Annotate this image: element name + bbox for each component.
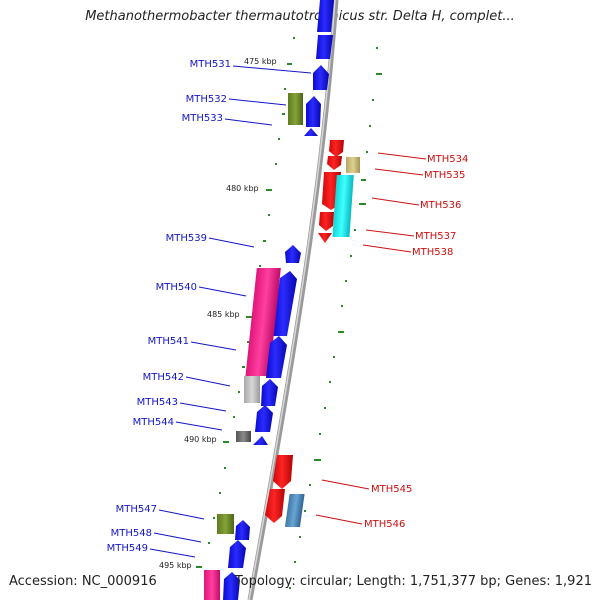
gene-arrow-small[interactable] — [304, 128, 318, 136]
gene-label-mth534[interactable]: MTH534 — [427, 154, 468, 165]
gene-arrow-mth533[interactable] — [306, 96, 321, 127]
genome-stats-text: Topology: circular; Length: 1,751,377 bp… — [234, 574, 592, 589]
gene-label-mth535[interactable]: MTH535 — [424, 170, 465, 181]
gene-label-mth549[interactable]: MTH549 — [107, 543, 148, 554]
gene-arrow-mth542[interactable] — [244, 376, 260, 403]
gene-label-mth536[interactable]: MTH536 — [420, 200, 461, 211]
gene-label-mth541[interactable]: MTH541 — [148, 336, 189, 347]
gene-arrow-mth549[interactable] — [223, 572, 240, 600]
gene-arrow-mth535-tan[interactable] — [346, 157, 360, 173]
gene-label-mth532[interactable]: MTH532 — [186, 94, 227, 105]
genome-backbone — [247, 0, 339, 600]
map-title: Methanothermobacter thermautotrophicus s… — [85, 9, 515, 24]
gene-arrow-mth543[interactable] — [261, 379, 278, 406]
gene-block[interactable] — [316, 35, 333, 59]
ruler-label-490: 490 kbp — [184, 435, 217, 444]
gene-arrow-mth535[interactable] — [327, 156, 342, 170]
gene-arrow-mth548[interactable] — [228, 540, 246, 568]
ruler-label-480: 480 kbp — [226, 184, 259, 193]
gene-arrow-mth545[interactable] — [273, 455, 293, 489]
outer-tick-ring — [289, 47, 382, 589]
gene-arrow-mth534[interactable] — [329, 140, 344, 157]
genome-backbone-highlight — [248, 0, 336, 600]
gene-arrow-mth547b[interactable] — [235, 520, 250, 540]
gene-label-mth540[interactable]: MTH540 — [156, 282, 197, 293]
gene-arrow-mth544b[interactable] — [253, 436, 268, 445]
gene-label-mth542[interactable]: MTH542 — [143, 372, 184, 383]
ruler-label-495: 495 kbp — [159, 561, 192, 570]
gene-arrow-mth539[interactable] — [285, 245, 301, 263]
gene-label-mth545[interactable]: MTH545 — [371, 484, 412, 495]
gene-arrow-mth541[interactable] — [266, 336, 287, 378]
gene-label-mth537[interactable]: MTH537 — [415, 231, 456, 242]
gene-arrow-mth546-steel[interactable] — [284, 494, 305, 527]
gene-arrow-mth540[interactable] — [272, 271, 297, 336]
gene-arrow-mth546[interactable] — [265, 489, 285, 523]
forward-label-leaders — [149, 65, 312, 558]
gene-arrow-mth547[interactable] — [217, 514, 234, 534]
forward-genes — [204, 0, 334, 600]
gene-label-mth538[interactable]: MTH538 — [412, 247, 453, 258]
gene-arrow-mth543b[interactable] — [255, 405, 273, 432]
gene-arrow-mth536-cyan[interactable] — [332, 175, 354, 237]
gene-arrow-mth538[interactable] — [318, 233, 332, 243]
gene-arrow-mth537[interactable] — [319, 212, 334, 231]
gene-label-mth548[interactable]: MTH548 — [111, 528, 152, 539]
ruler-label-485: 485 kbp — [207, 310, 240, 319]
reverse-label-leaders — [315, 152, 427, 525]
gene-arrow-mth532[interactable] — [288, 93, 303, 125]
gene-arrow-mth531[interactable] — [313, 65, 329, 90]
gene-label-mth533[interactable]: MTH533 — [182, 113, 223, 124]
gene-block-top[interactable] — [317, 0, 334, 32]
forward-gene-labels: MTH531 MTH532 MTH533 MTH539 MTH540 MTH54… — [107, 59, 231, 554]
gene-arrow-mth549-pink[interactable] — [204, 570, 220, 600]
gene-arrow-mth544[interactable] — [236, 431, 251, 442]
gene-label-mth544[interactable]: MTH544 — [133, 417, 174, 428]
reverse-gene-labels: MTH534 MTH535 MTH536 MTH537 MTH538 MTH54… — [364, 154, 468, 530]
ruler-label-475: 475 kbp — [244, 57, 277, 66]
gene-label-mth546[interactable]: MTH546 — [364, 519, 405, 530]
gene-label-mth539[interactable]: MTH539 — [166, 233, 207, 244]
reverse-genes — [265, 140, 360, 527]
accession-text: Accession: NC_000916 — [9, 574, 157, 589]
gene-label-mth547[interactable]: MTH547 — [116, 504, 157, 515]
gene-label-mth531[interactable]: MTH531 — [190, 59, 231, 70]
ruler-labels: 475 kbp 480 kbp 485 kbp 490 kbp 495 kbp — [159, 57, 277, 570]
gene-label-mth543[interactable]: MTH543 — [137, 397, 178, 408]
